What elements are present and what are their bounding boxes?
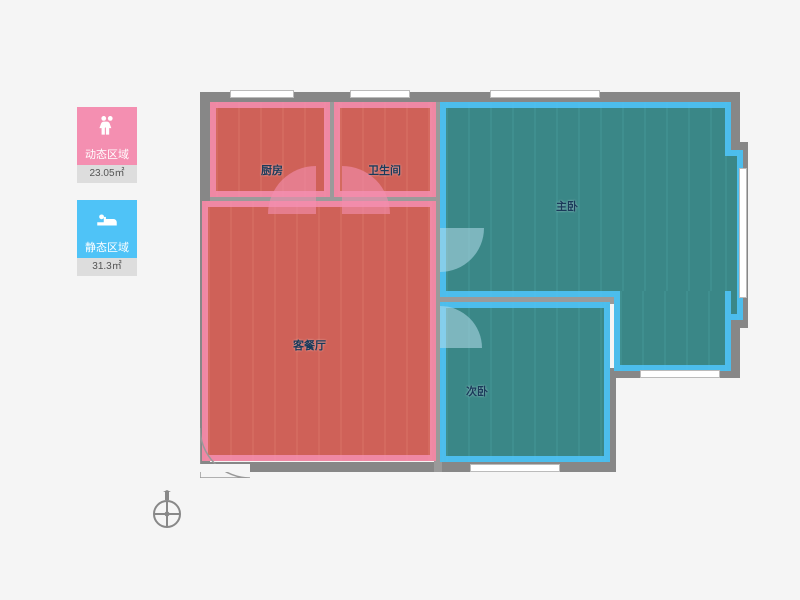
legend-dynamic: 动态区域 23.05㎡ <box>77 107 137 183</box>
people-icon <box>77 107 137 145</box>
window <box>739 168 747 298</box>
door-arc <box>440 228 484 272</box>
compass-icon <box>150 490 184 535</box>
window <box>640 370 720 378</box>
door-arc <box>342 166 390 214</box>
stage: 动态区域 23.05㎡ 静态区域 31.3㎡ <box>0 0 800 600</box>
legend-static-value: 31.3㎡ <box>77 258 137 276</box>
room-label: 次卧 <box>466 383 488 399</box>
door-arc <box>268 166 316 214</box>
room-master-ext <box>614 291 731 371</box>
window <box>230 90 294 98</box>
door-opening <box>200 464 250 472</box>
window <box>470 464 560 472</box>
floor-plan: 厨房 卫生间 客餐厅 主卧 次卧 <box>190 88 750 478</box>
legend-dynamic-title: 动态区域 <box>77 145 137 165</box>
sleep-icon <box>77 200 137 238</box>
legend-dynamic-value: 23.05㎡ <box>77 165 137 183</box>
door-arc <box>440 306 482 348</box>
room-living: 客餐厅 <box>202 201 436 461</box>
window <box>490 90 600 98</box>
wall <box>730 318 740 378</box>
legend-static: 静态区域 31.3㎡ <box>77 200 137 276</box>
window <box>350 90 410 98</box>
room-label: 主卧 <box>556 198 578 214</box>
legend-static-title: 静态区域 <box>77 238 137 258</box>
room-label: 客餐厅 <box>293 337 326 353</box>
